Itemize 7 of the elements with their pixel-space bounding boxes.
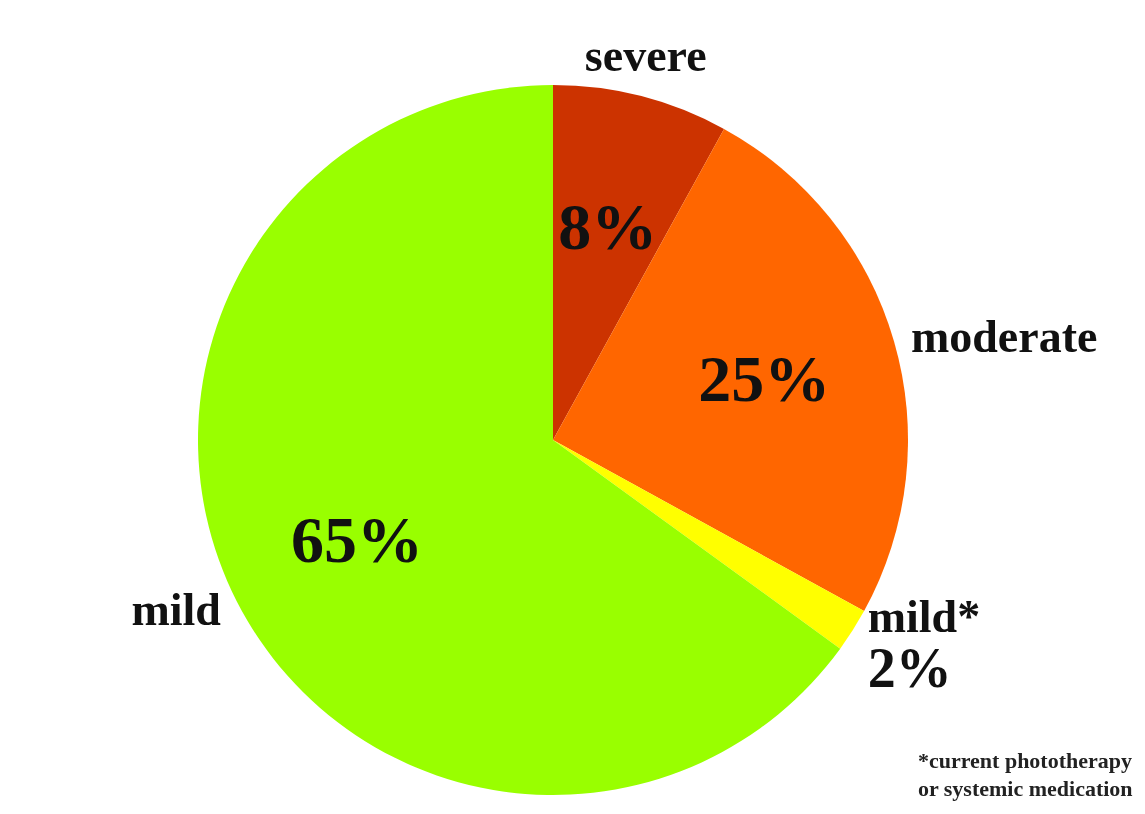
slice-label: mild — [131, 583, 222, 635]
slice-label: moderate — [910, 310, 1098, 362]
data-label: 25% — [698, 342, 831, 416]
data-label: 65% — [290, 503, 423, 577]
slice-label: severe — [584, 30, 707, 82]
data-label: 8% — [558, 190, 658, 264]
text: *current phototherapy or systemic medication — [917, 747, 1133, 801]
